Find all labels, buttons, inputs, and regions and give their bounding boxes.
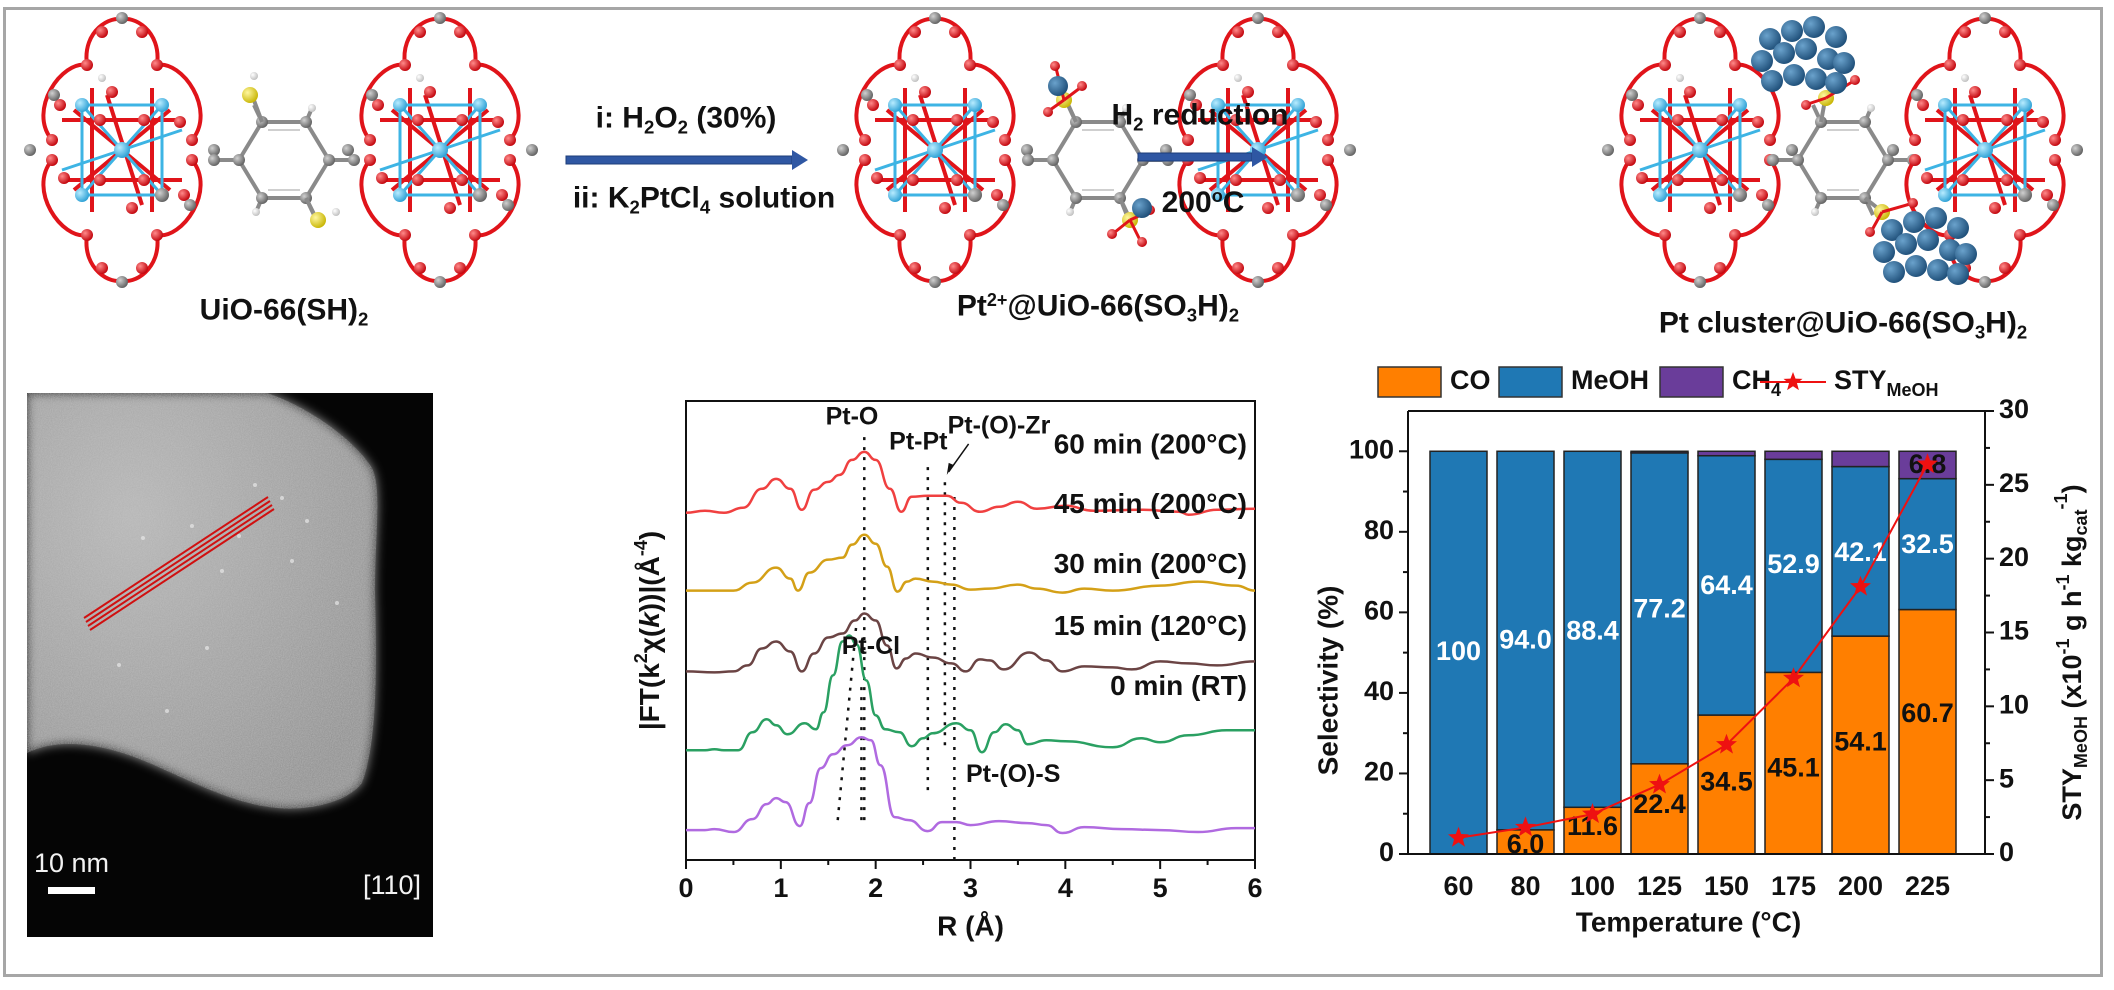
label-text: UiO-66(SH) [199,293,359,327]
text: C [1222,186,1245,219]
text: @UiO-66(SO [1007,289,1187,323]
step2-h2-reduction: H2 reduction [1111,99,1288,136]
line-scan-marker [83,496,275,631]
superscript: 2+ [986,289,1008,310]
text: reduction [1143,98,1289,132]
subscript: 3 [1186,304,1198,326]
step1-reagent-h2o2: i: H2O2 (30%) [596,102,777,139]
superscript: o [1211,186,1223,207]
label-pt2plus-uio66-so3h2: Pt2+@UiO-66(SO3H)2 [957,290,1239,327]
text: H [1111,98,1134,132]
zone-axis-label: [110] [362,870,421,900]
reaction-arrow-1 [565,150,808,170]
text: PtCl [639,181,700,215]
tem-particle [27,393,378,809]
subscript: 3 [1974,321,1986,343]
text: 200 [1161,186,1212,219]
molecule-uio66-sh2 [22,10,540,290]
label-subscript: 2 [358,308,369,330]
text: H) [1985,306,2017,340]
label-uio66-sh2: UiO-66(SH)2 [200,294,369,331]
thiol-groups [242,72,340,228]
molecule-pt2plus-uio66-so3h2 [835,10,1358,290]
text: ii: K [572,181,630,215]
text: O [654,101,678,135]
text: H) [1197,289,1229,323]
text: Pt cluster@UiO-66(SO [1658,306,1975,340]
text: Pt [956,289,987,323]
pt-cluster-bottom [1873,207,1977,285]
figure-frame [3,7,2103,977]
subscript: 2 [677,116,688,138]
subscript: 2 [1228,304,1240,326]
step1-reagent-k2ptcl4: ii: K2PtCl4 solution [573,182,835,219]
subscript: 2 [629,196,640,218]
label-pt-cluster-uio66-so3h2: Pt cluster@UiO-66(SO3H)2 [1659,307,2027,344]
text: (30%) [688,101,777,135]
scale-bar [48,887,95,894]
pt-cluster-top [1751,16,1855,94]
haadf-stem-image: 10 nm [110] [27,393,433,937]
subscript: 2 [643,116,655,138]
subscript: 2 [2016,321,2028,343]
text: solution [710,181,836,215]
subscript: 2 [1133,113,1144,135]
scale-bar-label: 10 nm [34,848,110,878]
reaction-scheme [22,10,2085,290]
reaction-arrow-2 [1137,147,1268,167]
step2-temperature: 200oC [1162,186,1245,220]
sulfonate-pt-groups [1043,61,1155,247]
molecule-pt-cluster-uio66-so3h2 [1600,10,2085,290]
subscript: 4 [699,196,711,218]
pt-single-atoms [117,483,339,713]
text: i: H [595,101,644,135]
